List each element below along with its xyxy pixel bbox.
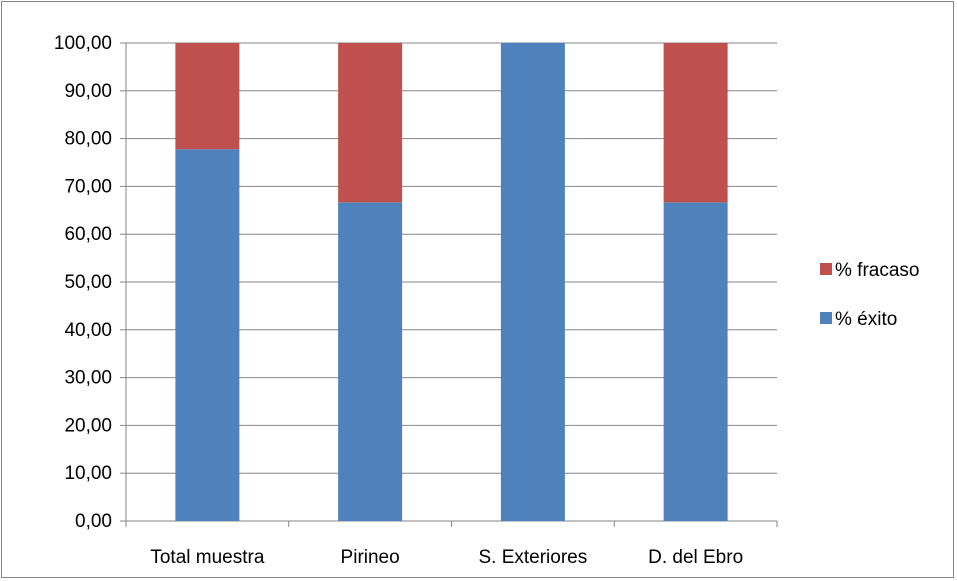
y-tick-label: 60,00 xyxy=(64,224,112,245)
legend-label-fracaso: % fracaso xyxy=(835,260,919,281)
y-tick-label: 20,00 xyxy=(64,415,112,436)
y-tick-label: 90,00 xyxy=(64,81,112,102)
y-tick-label: 30,00 xyxy=(64,368,112,389)
x-tick-label: S. Exteriores xyxy=(478,547,587,568)
y-tick-label: 10,00 xyxy=(64,463,112,484)
y-tick-label: 40,00 xyxy=(64,320,112,341)
legend-swatch-fracaso xyxy=(820,263,832,275)
legend-label-exito: % éxito xyxy=(835,309,897,330)
x-tick-label: Pirineo xyxy=(341,547,400,568)
x-tick-label: Total muestra xyxy=(150,547,264,568)
y-tick-label: 0,00 xyxy=(75,511,112,532)
bar-exito-2 xyxy=(338,202,403,522)
legend-swatch-exito xyxy=(820,312,832,324)
y-tick-label: 50,00 xyxy=(64,272,112,293)
y-tick-label: 70,00 xyxy=(64,176,112,197)
bar-exito-4 xyxy=(663,202,728,522)
bar-fracaso-1 xyxy=(175,43,240,150)
bar-fracaso-4 xyxy=(663,43,728,203)
y-tick-label: 80,00 xyxy=(64,129,112,150)
y-tick-label: 100,00 xyxy=(54,33,112,54)
bar-fracaso-2 xyxy=(338,43,403,203)
bar-exito-1 xyxy=(175,149,240,521)
bar-exito-3 xyxy=(500,43,565,521)
x-tick-label: D. del Ebro xyxy=(648,547,743,568)
